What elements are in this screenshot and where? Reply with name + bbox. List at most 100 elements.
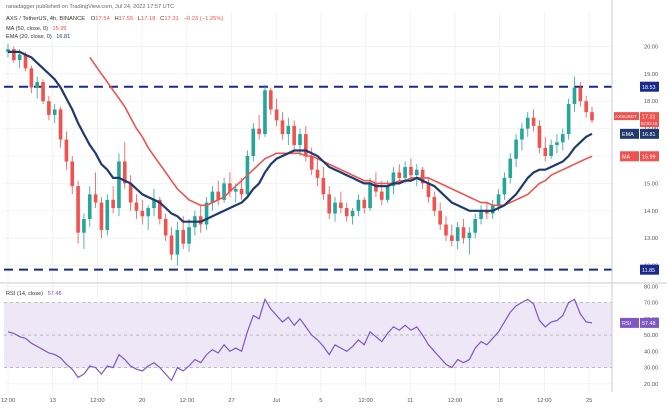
- candle-body: [35, 82, 40, 88]
- candle-body: [286, 125, 291, 135]
- symbol-text: AXS / TetherUS, 4h, BINANCE: [6, 16, 85, 22]
- time-tick-label: 12:00: [1, 398, 16, 404]
- level-tag-label: 11.85: [642, 268, 655, 274]
- candle-body: [350, 210, 355, 217]
- candle-body: [233, 188, 238, 192]
- rsi-tag-name-bg: [620, 317, 639, 328]
- price-tag-name: MA: [622, 154, 630, 160]
- price-tick-label: 20.00: [644, 44, 658, 50]
- candle-body: [280, 120, 285, 135]
- symbol-line: AXS / TetherUS, 4h, BINANCE O17.54 H17.5…: [6, 16, 223, 22]
- candle-body: [257, 128, 261, 135]
- ohlc-o-label: O: [91, 16, 96, 22]
- price-tag-value-bg: [640, 112, 659, 128]
- rsi-line: [7, 297, 593, 382]
- level-tag-bg: [640, 81, 659, 92]
- candle-body: [158, 199, 162, 219]
- price-tag-value: 16.81: [642, 132, 656, 138]
- time-tick-label: 12:00: [180, 398, 195, 404]
- candle-body: [426, 183, 431, 198]
- candle-body: [414, 169, 419, 176]
- candle-body: [17, 54, 22, 61]
- candle-body: [374, 183, 378, 192]
- candle-body: [409, 166, 413, 176]
- publisher-text: ranadagger published on TradingView.com,…: [6, 4, 174, 10]
- candle-body: [391, 172, 396, 187]
- ohlc-o: 17.54: [95, 16, 110, 22]
- candle-body: [198, 216, 203, 225]
- candle-body: [99, 202, 104, 230]
- price-tag-value-bg: [640, 128, 659, 139]
- candle-body: [263, 90, 267, 135]
- price-tag-countdown: 02:02:15: [641, 121, 658, 126]
- rsi-tick-label: 30.00: [644, 366, 658, 372]
- rsi-legend-label: RSI (14, close): [6, 291, 43, 297]
- ohlc-c: 17.31: [164, 16, 179, 22]
- candle-body: [368, 183, 372, 209]
- candle-body: [29, 68, 34, 88]
- ma-legend-value: 15.99: [53, 26, 67, 32]
- candle-body: [52, 109, 57, 115]
- ohlc-h-label: H: [114, 16, 118, 22]
- candle-body: [47, 101, 51, 115]
- ema-legend-value: 16.81: [56, 34, 70, 40]
- candle-body: [438, 210, 442, 225]
- candle-body: [87, 194, 92, 219]
- price-tick-label: 15.00: [644, 181, 658, 187]
- candle-body: [473, 219, 478, 233]
- candle-body: [321, 177, 326, 195]
- rsi-tick-label: 20.00: [644, 382, 658, 388]
- ohlc-h: 17.55: [119, 16, 134, 22]
- candle-body: [6, 49, 10, 52]
- candle-body: [455, 227, 460, 241]
- candle-body: [339, 202, 343, 209]
- time-tick-label: 12:00: [448, 398, 463, 404]
- candle-body: [397, 172, 402, 178]
- time-tick-label: 11: [407, 398, 413, 404]
- candle-body: [566, 103, 571, 135]
- candle-body: [403, 166, 407, 178]
- candle-body: [128, 183, 133, 203]
- candle-body: [496, 194, 501, 206]
- candle-body: [344, 208, 349, 217]
- candle-body: [181, 229, 186, 244]
- time-tick-label: 13: [49, 398, 55, 404]
- time-tick-label: Jul: [272, 398, 279, 404]
- candle-body: [140, 210, 145, 217]
- level-tag-bg: [640, 264, 659, 275]
- candle-body: [41, 82, 45, 102]
- candle-body: [175, 229, 180, 255]
- candle-body: [479, 210, 483, 219]
- candle-body: [543, 147, 548, 156]
- candle-body: [228, 183, 232, 192]
- ema-legend: EMA (20, close, 0) 16.81: [6, 34, 70, 40]
- price-tag-name: AXSUSDT: [615, 114, 637, 119]
- candle-body: [274, 109, 279, 121]
- candle-body: [467, 232, 472, 239]
- rsi-tick-label: 80.00: [644, 284, 658, 290]
- price-tag-value: 15.99: [642, 154, 656, 160]
- candle-body: [216, 191, 221, 200]
- time-tick-label: 12:00: [90, 398, 105, 404]
- candle-body: [23, 54, 28, 69]
- candle-body: [222, 183, 226, 200]
- candle-body: [356, 199, 361, 211]
- candle-body: [169, 235, 174, 255]
- rsi-tick-label: 40.00: [644, 349, 658, 355]
- candle-body: [333, 202, 337, 214]
- time-tick-label: 12:00: [358, 398, 373, 404]
- candle-body: [105, 199, 110, 230]
- candle-body: [210, 191, 215, 203]
- candle-body: [327, 194, 332, 214]
- price-tick-label: 19.00: [644, 72, 658, 78]
- candle-body: [82, 219, 86, 233]
- price-tag-value-bg: [640, 151, 659, 162]
- candle-body: [490, 205, 495, 214]
- time-tick-label: 5: [319, 398, 322, 404]
- candle-body: [122, 161, 127, 184]
- candle-body: [555, 142, 559, 146]
- candle-body: [298, 134, 302, 146]
- candle-body: [251, 128, 256, 156]
- candle-body: [379, 191, 384, 200]
- ema-legend-label: EMA (20, close, 0): [6, 34, 52, 40]
